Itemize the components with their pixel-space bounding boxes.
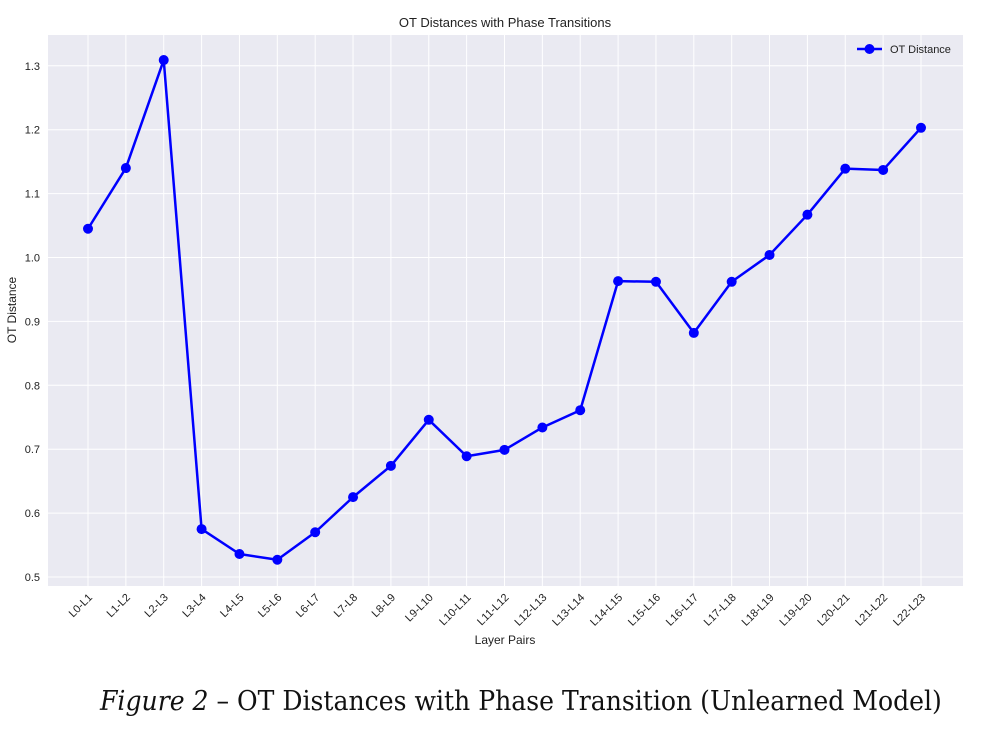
x-tick-label: L8-L9 <box>370 592 398 620</box>
figure-label: Figure 2 <box>100 686 209 717</box>
legend: OT Distance <box>857 44 951 56</box>
data-point <box>499 444 510 455</box>
legend-marker-icon <box>864 44 875 54</box>
data-point <box>423 414 434 425</box>
x-tick-label: L13-L14 <box>550 592 587 629</box>
x-tick-label: L16-L17 <box>664 592 701 629</box>
data-point <box>613 276 624 287</box>
data-point <box>688 327 699 338</box>
y-tick-label: 0.8 <box>25 380 40 392</box>
x-tick-label: L11-L12 <box>475 592 511 628</box>
y-tick-label: 0.6 <box>25 508 40 520</box>
x-tick-label: L19-L20 <box>777 592 814 629</box>
data-point <box>310 527 321 538</box>
y-tick-label: 0.7 <box>25 444 40 456</box>
caption-text: OT Distances with Phase Transition (Unle… <box>237 686 942 717</box>
data-point <box>461 451 472 462</box>
data-point <box>916 122 926 133</box>
x-tick-label: L12-L13 <box>512 592 549 629</box>
x-tick-label: L20-L21 <box>815 592 852 629</box>
x-tick-label: L9-L10 <box>403 592 436 625</box>
y-axis-label: OT Distance <box>5 276 19 343</box>
data-point <box>802 209 813 220</box>
x-tick-label: L1-L2 <box>105 592 133 620</box>
y-tick-label: 1.0 <box>25 253 40 265</box>
caption-separator: – <box>208 686 238 717</box>
x-tick-label: L10-L11 <box>437 592 473 628</box>
x-tick-label: L22-L23 <box>891 592 928 629</box>
y-tick-label: 0.9 <box>25 316 40 328</box>
x-tick-label: L2-L3 <box>142 592 170 620</box>
y-tick-label: 0.5 <box>25 572 40 584</box>
legend-label: OT Distance <box>890 44 951 56</box>
x-tick-label: L14-L15 <box>588 592 625 629</box>
data-point <box>83 223 93 234</box>
grid-lines <box>48 35 963 586</box>
figure-caption: Figure 2 – OT Distances with Phase Trans… <box>100 686 942 717</box>
y-tick-label: 1.3 <box>25 61 40 73</box>
chart-title: OT Distances with Phase Transitions <box>399 15 612 30</box>
data-point <box>158 55 169 66</box>
x-tick-label: L3-L4 <box>180 592 208 620</box>
data-series <box>83 55 926 565</box>
data-point <box>272 554 283 565</box>
y-tick-label: 1.1 <box>25 189 40 201</box>
data-point <box>385 460 396 471</box>
data-point <box>348 492 359 503</box>
x-tick-label: L7-L8 <box>332 592 360 620</box>
x-tick-label: L5-L6 <box>256 592 284 620</box>
x-axis-label: Layer Pairs <box>475 633 536 647</box>
x-axis-ticks: L0-L1 L1-L2 L2-L3 L3-L4 L4-L5 L5-L6 L6-L7 L7-L8… <box>67 592 928 629</box>
x-tick-label: L17-L18 <box>702 592 739 629</box>
data-point <box>575 405 586 416</box>
data-point <box>196 524 207 535</box>
plot-area <box>48 35 963 586</box>
x-tick-label: L0-L1 <box>67 592 95 620</box>
data-point <box>650 276 661 287</box>
data-point <box>764 249 775 260</box>
data-point <box>234 548 245 559</box>
x-tick-label: L21-L22 <box>853 592 890 629</box>
data-point <box>120 163 131 174</box>
data-point <box>537 422 548 433</box>
y-axis-ticks: 0.5 0.6 0.7 0.8 0.9 1.0 1.1 1.2 1.3 <box>25 61 40 584</box>
y-tick-label: 1.2 <box>25 125 40 137</box>
data-point <box>726 276 737 287</box>
data-point <box>878 164 889 175</box>
x-tick-label: L6-L7 <box>294 592 322 620</box>
x-tick-label: L4-L5 <box>218 592 246 620</box>
x-tick-label: L18-L19 <box>740 592 777 629</box>
line-chart: OT Distances with Phase Transitions 0.50… <box>5 15 963 647</box>
data-point <box>840 163 851 174</box>
x-tick-label: L15-L16 <box>626 592 663 629</box>
